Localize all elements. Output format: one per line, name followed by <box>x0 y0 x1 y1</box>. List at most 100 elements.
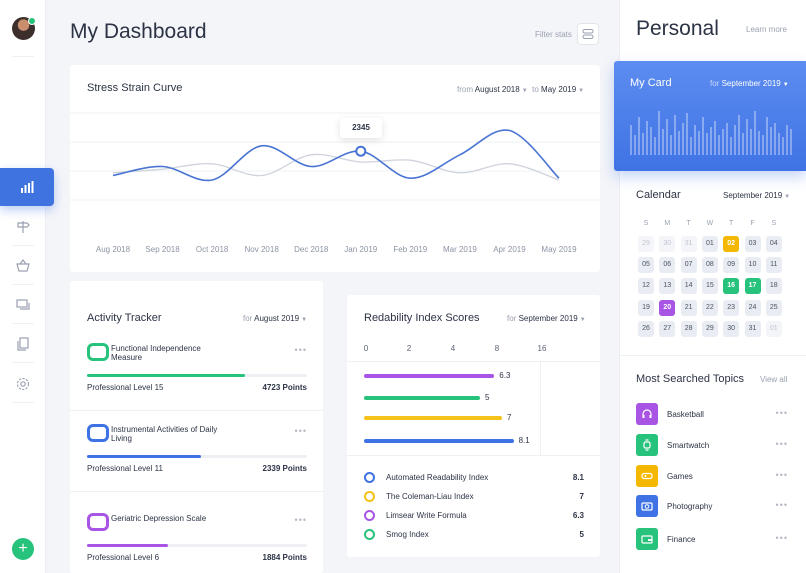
gamepad-icon <box>636 465 658 487</box>
more-options-icon[interactable]: ••• <box>775 439 788 449</box>
calendar-weekday: T <box>686 220 691 227</box>
calendar-day[interactable]: 03 <box>744 236 761 252</box>
activity-item[interactable]: Functional Independence Measure ••• Profes… <box>70 343 323 411</box>
nav-item-dashboard[interactable] <box>0 168 54 206</box>
calendar-day[interactable]: 24 <box>744 299 761 316</box>
more-options-icon[interactable]: ••• <box>775 500 788 510</box>
calendar-day[interactable]: 31 <box>744 320 761 337</box>
calendar-day[interactable]: 10 <box>744 257 761 274</box>
calendar-day[interactable]: 06 <box>659 257 676 274</box>
nav-item-settings[interactable] <box>15 376 31 392</box>
x-tick-label: Feb 2019 <box>393 245 428 254</box>
more-options-icon[interactable]: ••• <box>294 426 307 436</box>
calendar-day[interactable]: 15 <box>701 278 718 295</box>
nav-item-basket[interactable] <box>15 258 31 274</box>
period-select[interactable]: August 2019 <box>254 314 300 323</box>
learn-more-link[interactable]: Learn more <box>746 25 787 34</box>
calendar-day[interactable]: 31 <box>680 236 697 252</box>
calendar-day[interactable]: 16 <box>723 278 740 295</box>
chevron-down-icon: ▼ <box>578 88 585 94</box>
calendar-day[interactable]: 02 <box>723 236 740 252</box>
more-options-icon[interactable]: ••• <box>775 470 788 480</box>
activity-points: 2339 Points <box>262 464 307 473</box>
card-sparkline-bar <box>698 131 700 155</box>
activity-item[interactable]: Geriatric Depression Scale ••• Professiona… <box>87 513 307 568</box>
activity-level: Professional Level 15 <box>87 383 164 392</box>
activity-item[interactable]: Instrumental Activities of Daily Living •… <box>70 424 323 492</box>
legend-item: Smog Index 5 <box>364 529 584 541</box>
calendar-day[interactable]: 08 <box>701 257 718 274</box>
more-options-icon[interactable]: ••• <box>294 515 307 525</box>
calendar-day[interactable]: 18 <box>765 278 782 295</box>
my-card[interactable]: My Card for September 2019 ▼ <box>614 61 806 171</box>
calendar-day[interactable]: 29 <box>701 320 718 337</box>
documents-icon <box>17 337 29 351</box>
calendar-day[interactable]: 01 <box>765 320 782 337</box>
topic-item[interactable]: Basketball ••• <box>636 403 788 425</box>
card-sparkline-bar <box>790 129 792 155</box>
card-sparkline-bar <box>714 121 716 155</box>
calendar-month-select[interactable]: September 2019 ▼ <box>723 191 790 200</box>
calendar-day[interactable]: 05 <box>638 257 654 274</box>
calendar-day[interactable]: 01 <box>701 236 718 252</box>
legend-value: 7 <box>579 492 584 501</box>
calendar-day[interactable]: 19 <box>638 299 654 316</box>
topic-item[interactable]: Games ••• <box>636 465 788 487</box>
calendar-day[interactable]: 22 <box>701 299 718 316</box>
headphones-icon <box>636 403 658 425</box>
calendar-day[interactable]: 11 <box>765 257 782 274</box>
calendar-day[interactable]: 17 <box>744 278 761 295</box>
card-sparkline-bar <box>718 135 720 155</box>
period-select[interactable]: September 2019 <box>518 314 578 323</box>
calendar-day[interactable]: 21 <box>680 299 697 316</box>
calendar-day[interactable]: 12 <box>638 278 654 295</box>
calendar-day[interactable]: 25 <box>765 299 782 316</box>
nav-item-messages[interactable] <box>15 297 31 313</box>
from-select[interactable]: August 2018 <box>474 85 520 94</box>
grid-line <box>540 362 541 455</box>
card-sparkline-bar <box>686 113 688 155</box>
more-options-icon[interactable]: ••• <box>775 533 788 543</box>
readability-title: Redability Index Scores <box>364 312 480 324</box>
calendar-day[interactable]: 14 <box>680 278 697 295</box>
to-select[interactable]: May 2019 <box>541 85 577 94</box>
bar-value-label: 7 <box>507 413 512 422</box>
chevron-down-icon: ▼ <box>301 317 308 323</box>
calendar-day[interactable]: 07 <box>680 257 697 274</box>
calendar-day[interactable]: 29 <box>638 236 654 252</box>
view-all-link[interactable]: View all <box>760 375 788 384</box>
period-select[interactable]: September 2019 <box>721 79 781 88</box>
activity-ring-icon <box>87 424 109 442</box>
filter-stats-button[interactable] <box>577 23 599 45</box>
nav-item-documents[interactable] <box>15 336 31 352</box>
x-tick-label: 4 <box>450 344 456 353</box>
more-options-icon[interactable]: ••• <box>775 408 788 418</box>
add-button[interactable]: + <box>12 538 34 560</box>
calendar-day[interactable]: 09 <box>723 257 740 274</box>
calendar-day[interactable]: 30 <box>723 320 740 337</box>
topic-item[interactable]: Smartwatch ••• <box>636 434 788 456</box>
topic-item[interactable]: Photography ••• <box>636 495 788 517</box>
topic-item[interactable]: Finance ••• <box>636 528 788 550</box>
calendar-day[interactable]: 28 <box>680 320 697 337</box>
calendar-day[interactable]: 26 <box>638 320 654 337</box>
calendar-day[interactable]: 13 <box>659 278 676 295</box>
calendar-day[interactable]: 20 <box>659 299 676 316</box>
card-sparkline-bar <box>638 117 640 155</box>
nav-item-signpost[interactable] <box>15 219 31 235</box>
avatar[interactable] <box>12 17 36 40</box>
calendar-weekday: M <box>664 220 671 227</box>
highlight-point[interactable] <box>355 145 367 157</box>
calendar-day[interactable]: 23 <box>723 299 740 316</box>
calendar-day[interactable]: 04 <box>765 236 782 252</box>
calendar-day[interactable]: 30 <box>659 236 676 252</box>
calendar-weekday: S <box>771 220 777 227</box>
activity-level: Professional Level 6 <box>87 553 160 562</box>
calendar-weekday: W <box>706 220 714 227</box>
legend-name: Automated Readability Index <box>386 473 489 482</box>
calendar-day[interactable]: 27 <box>659 320 676 337</box>
stress-strain-card <box>70 65 600 272</box>
more-options-icon[interactable]: ••• <box>294 345 307 355</box>
card-sparkline-bar <box>678 131 680 155</box>
card-sparkline-bar <box>786 125 788 155</box>
